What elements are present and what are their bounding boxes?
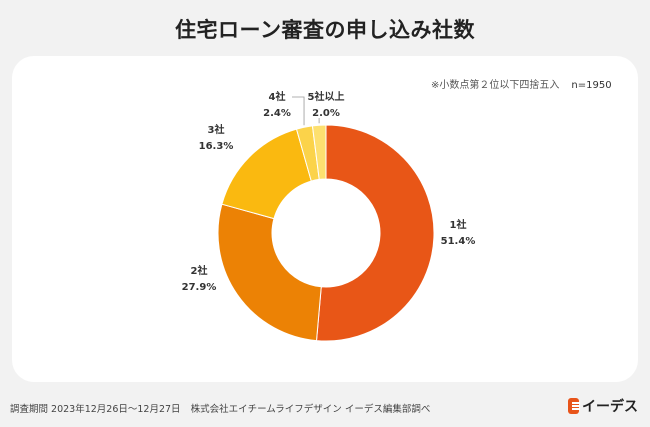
slice-label-1: 1社 <box>450 218 467 231</box>
slice-label-3: 3社 <box>208 123 225 136</box>
slice-label-2: 2社 <box>191 264 208 277</box>
survey-period: 調査期間 2023年12月26日〜12月27日 <box>10 404 181 415</box>
leader-line-4 <box>292 96 305 126</box>
slice-value-1: 51.4% <box>441 236 476 247</box>
rounding-note: ※小数点第２位以下四捨五入 <box>431 80 560 91</box>
brand-name: イーデス <box>582 399 638 415</box>
sample-size: n=1950 <box>571 80 612 91</box>
slice-5 <box>311 124 327 180</box>
edeth-logo-icon <box>568 398 580 414</box>
brand-logo: イーデス <box>568 396 638 416</box>
slice-value-4: 2.4% <box>263 108 291 119</box>
slice-label-5: 5社以上 <box>308 90 345 103</box>
slice-value-5: 2.0% <box>312 108 340 119</box>
slice-2 <box>217 203 322 342</box>
slice-1 <box>315 124 435 342</box>
slice-value-3: 16.3% <box>199 141 234 152</box>
survey-source: 株式会社エイチームライフデザイン イーデス編集部調べ <box>190 404 431 415</box>
chart-note: ※小数点第２位以下四捨五入 n=1950 <box>431 76 612 91</box>
slice-label-4: 4社 <box>269 90 286 103</box>
footer: 調査期間 2023年12月26日〜12月27日 株式会社エイチームライフデザイン … <box>10 401 430 415</box>
chart-title: 住宅ローン審査の申し込み社数 <box>175 18 475 42</box>
slice-3 <box>221 128 312 220</box>
slice-value-2: 27.9% <box>182 282 217 293</box>
